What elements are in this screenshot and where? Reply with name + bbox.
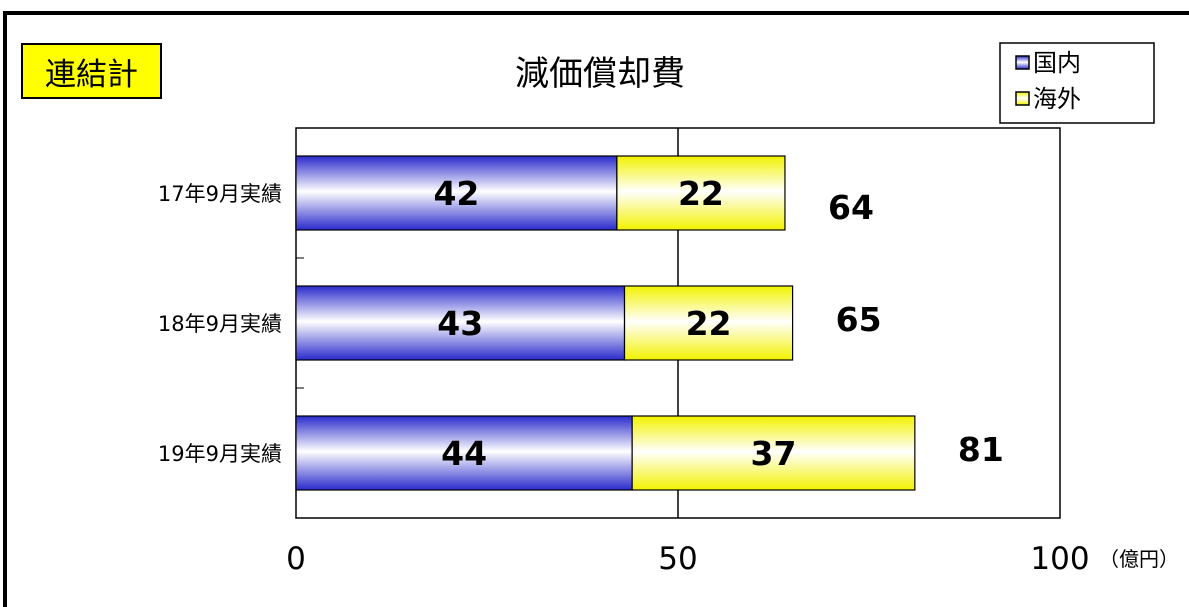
bar-value-label: 37 (751, 434, 797, 473)
chart-frame (3, 11, 1189, 607)
legend-label-overseas: 海外 (1033, 85, 1081, 113)
bar-value-label: 43 (437, 304, 483, 343)
legend: 国内 海外 (999, 42, 1155, 124)
chart-title: 減価償却費 (515, 54, 685, 94)
bar-segment-overseas (631, 415, 916, 491)
category-label: 17年9月実績 (158, 182, 282, 206)
bar-total-label: 81 (958, 430, 1004, 469)
legend-label-domestic: 国内 (1033, 49, 1081, 77)
bar-segment-overseas (623, 285, 794, 361)
unit-label: （億円） (1099, 547, 1179, 571)
legend-swatch-overseas (1015, 91, 1030, 106)
bar-segment-domestic (295, 415, 633, 491)
legend-swatch-domestic (1015, 55, 1030, 70)
bar-value-label: 22 (678, 174, 724, 213)
bar-total-label: 65 (836, 300, 882, 339)
bar-segment-overseas (616, 155, 786, 231)
bar-value-label: 22 (686, 304, 732, 343)
category-label: 18年9月実績 (158, 312, 282, 336)
bar-value-label: 42 (433, 174, 479, 213)
category-label: 19年9月実績 (158, 442, 282, 466)
x-tick-label: 50 (658, 541, 697, 577)
bar-value-label: 44 (441, 434, 487, 473)
bar-total-label: 64 (828, 188, 874, 227)
x-tick-label: 100 (1030, 541, 1089, 577)
x-tick-label: 0 (286, 541, 306, 577)
consolidated-badge: 連結計 (21, 43, 162, 99)
